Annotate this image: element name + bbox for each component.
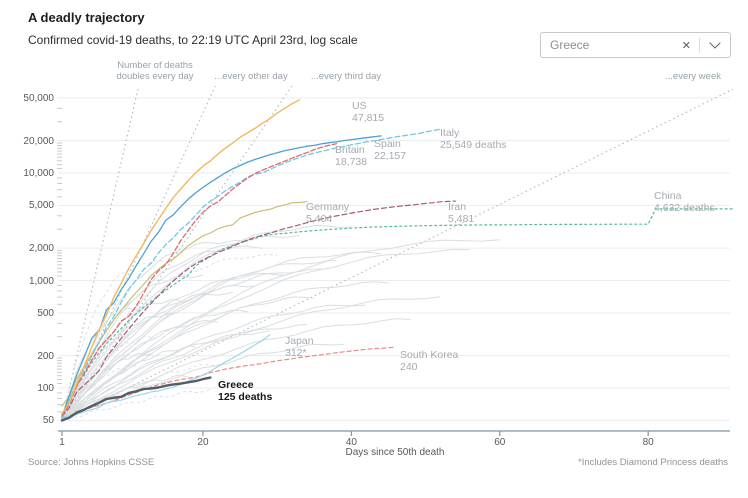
- y-tick-label: 50: [42, 415, 54, 427]
- country-label-greece: Greece 125 deaths: [218, 379, 273, 403]
- background-country-line: [61, 318, 411, 421]
- y-tick-label: 500: [37, 307, 54, 319]
- series-line-south-korea: [61, 346, 397, 419]
- guide-label-every-week: ...every week: [665, 71, 721, 82]
- series-line-japan: [61, 334, 271, 418]
- series-line-britain: [61, 143, 338, 417]
- country-label-iran: Iran 5,481: [448, 201, 475, 225]
- x-tick-label: 40: [345, 437, 357, 448]
- background-country-line: [61, 389, 211, 420]
- background-country-line: [61, 304, 367, 422]
- background-country-line: [61, 306, 144, 420]
- background-country-line: [61, 251, 382, 422]
- background-country-line: [61, 296, 441, 421]
- series-line-spain: [61, 135, 382, 418]
- dropdown-divider: [699, 37, 700, 53]
- guide-doubles-every-day: [61, 86, 140, 421]
- y-tick-label: 2,000: [28, 243, 54, 255]
- x-axis-title: Days since 50th death: [345, 447, 445, 458]
- y-tick-label: 100: [37, 383, 54, 394]
- chart-subtitle: Confirmed covid-19 deaths, to 22:19 UTC …: [28, 33, 358, 47]
- country-select[interactable]: Greece ✕: [540, 32, 731, 58]
- x-tick-label: 1: [59, 437, 65, 448]
- series-line-us: [61, 99, 301, 415]
- background-country-line: [61, 352, 152, 421]
- background-country-line: [61, 364, 137, 422]
- x-tick-label: 20: [197, 437, 209, 448]
- y-tick-label: 20,000: [23, 135, 54, 147]
- background-country-line: [61, 259, 167, 422]
- footnote: *Includes Diamond Princess deaths: [578, 457, 728, 468]
- background-country-line: [61, 313, 174, 420]
- country-label-south-korea: South Korea 240: [400, 349, 459, 373]
- background-country-line: [61, 239, 500, 421]
- clear-icon[interactable]: ✕: [681, 39, 691, 52]
- guide-label-every-other-day: ...every other day: [214, 71, 288, 82]
- x-tick-label: 80: [642, 437, 654, 448]
- background-country-line: [61, 291, 233, 420]
- background-country-line: [61, 281, 389, 422]
- country-label-germany: Germany 5,404: [306, 201, 350, 225]
- y-tick-label: 50,000: [23, 92, 54, 104]
- y-tick-label: 1,000: [28, 275, 54, 287]
- y-tick-label: 200: [37, 350, 54, 362]
- country-label-britain: Britain 18,738: [335, 144, 368, 168]
- country-label-japan: Japan 312*: [285, 335, 314, 359]
- country-label-italy: Italy 25,549 deaths: [440, 127, 507, 151]
- series-line-china: [61, 208, 733, 416]
- guide-label-every-third-day: ...every third day: [310, 71, 382, 82]
- country-select-value[interactable]: Greece: [550, 38, 590, 52]
- y-tick-label: 5,000: [28, 200, 54, 212]
- series-line-germany: [61, 201, 308, 407]
- background-country-line: [61, 309, 248, 422]
- guide-every-third-day: [61, 86, 293, 421]
- x-tick-label: 60: [494, 437, 506, 448]
- country-label-china: China 4,632 deaths: [654, 190, 715, 214]
- series-line-greece: [60, 376, 212, 422]
- country-label-spain: Spain 22,157: [374, 138, 407, 162]
- country-label-us: US 47,815: [352, 100, 385, 124]
- background-country-line: [61, 224, 352, 422]
- y-tick-label: 10,000: [23, 168, 54, 179]
- source-note: Source: Johns Hopkins CSSE: [28, 457, 155, 468]
- chart-title: A deadly trajectory: [28, 10, 145, 25]
- series-line-iran: [61, 200, 456, 418]
- background-country-line: [61, 323, 307, 420]
- guide-label-doubles-every-day: Number of deaths doubles every day: [116, 60, 194, 82]
